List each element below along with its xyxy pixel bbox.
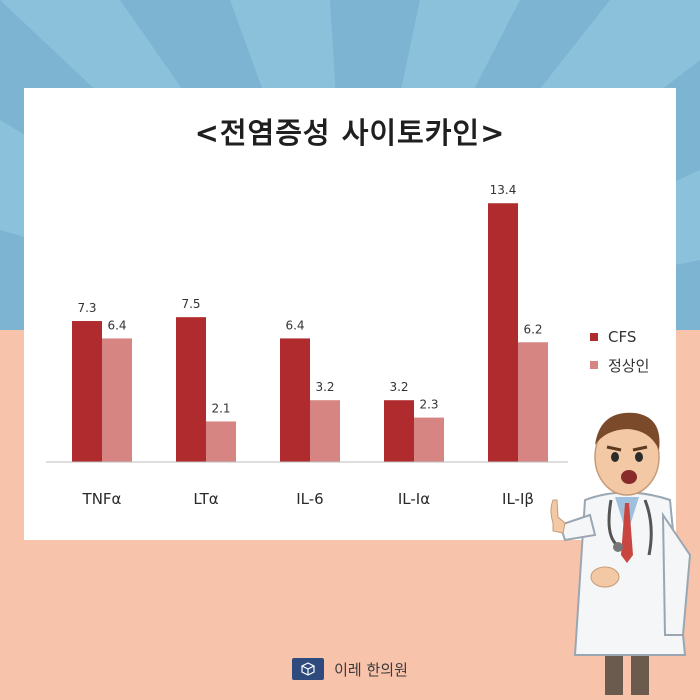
brand-name: 이레 한의원: [334, 660, 408, 679]
doctor-illustration: [550, 412, 692, 695]
category-label: IL-Iα: [398, 490, 430, 508]
legend-label-normal: 정상인: [608, 356, 650, 375]
data-label: 6.4: [285, 318, 304, 332]
data-label: 7.3: [77, 301, 96, 315]
data-label: 6.2: [523, 322, 542, 336]
data-label: 3.2: [389, 380, 408, 394]
category-label: LTα: [193, 490, 218, 508]
category-label: IL-Iβ: [502, 490, 534, 508]
bar-chart: 7.3 6.4 TNFα 7.5 2.1 LTα 6.4 3.2 IL-6 3.2 2.3 IL-Iα…: [46, 183, 568, 508]
data-label: 6.4: [107, 318, 126, 332]
bar-cfs: [176, 317, 206, 462]
bar-cfs: [384, 400, 414, 462]
legend-label-cfs: CFS: [608, 328, 637, 346]
footer: 이레 한의원: [0, 654, 700, 684]
data-label: 13.4: [490, 183, 517, 197]
bar-cfs: [72, 321, 102, 462]
data-label: 2.3: [419, 398, 438, 412]
legend-item-normal: 정상인: [590, 351, 649, 379]
category-label: TNFα: [82, 490, 122, 508]
data-label: 7.5: [181, 297, 200, 311]
bar-normal: [102, 338, 132, 462]
bar-normal: [310, 400, 340, 462]
bar-normal: [518, 342, 548, 462]
legend: CFS 정상인: [590, 323, 649, 379]
data-label: 3.2: [315, 380, 334, 394]
bar-normal: [206, 421, 236, 462]
chart-card: [24, 88, 676, 540]
bar-cfs: [488, 203, 518, 462]
bar-normal: [414, 417, 444, 462]
cube-icon: [301, 662, 315, 676]
brand-logo-icon: [292, 658, 325, 680]
data-label: 2.1: [211, 401, 230, 415]
category-label: IL-6: [296, 490, 323, 508]
bar-cfs: [280, 338, 310, 462]
legend-swatch-normal: [590, 361, 598, 369]
chart-title: <전염증성 사이토카인>: [194, 116, 506, 150]
legend-item-cfs: CFS: [590, 323, 649, 351]
legend-swatch-cfs: [590, 333, 598, 341]
